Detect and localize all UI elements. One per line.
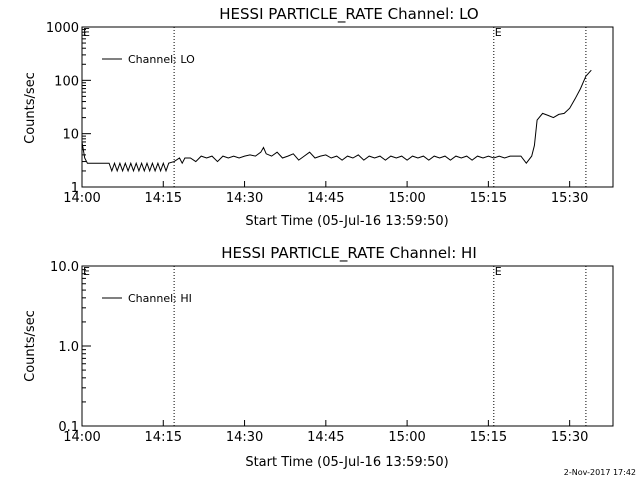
lo-marker-label: E: [495, 26, 502, 39]
hi-x-tick-label: 14:00: [63, 430, 100, 445]
hi-x-tick-label: 14:30: [226, 430, 263, 445]
lo-x-tick-label: 14:45: [307, 191, 344, 206]
hi-chart-marks: 14:00 14:15 14:30 14:45 15:00 15:15 15:30 0.1 1.…: [50, 260, 588, 445]
lo-series-line: [81, 69, 592, 173]
hi-x-tick-label: 14:15: [145, 430, 182, 445]
lo-chart-marks: 14:00 14:15 14:30 14:45 15:00 15:15 15:30 1 10 10…: [46, 21, 592, 206]
lo-x-tick-label: 14:15: [145, 191, 182, 206]
hi-y-tick-label: 1.0: [58, 340, 79, 355]
lo-legend-label: Channel: LO: [128, 53, 195, 66]
lo-chart-title: HESSI PARTICLE_RATE Channel: LO: [219, 5, 478, 24]
lo-x-tick-label: 14:30: [226, 191, 263, 206]
lo-y-tick-label: 1000: [46, 21, 79, 36]
hi-x-axis-label: Start Time (05-Jul-16 13:59:50): [245, 455, 448, 470]
hi-x-tick-label: 14:45: [307, 430, 344, 445]
hi-x-tick-label: 15:00: [388, 430, 425, 445]
lo-x-tick-label: 15:15: [470, 191, 507, 206]
lo-y-tick-label: 10: [62, 128, 79, 143]
lo-x-axis-label: Start Time (05-Jul-16 13:59:50): [245, 214, 448, 229]
lo-y-tick-label: 1: [71, 181, 79, 196]
lo-x-tick-label: 15:00: [388, 191, 425, 206]
hi-x-tick-label: 15:15: [470, 430, 507, 445]
hi-chart-title: HESSI PARTICLE_RATE Channel: HI: [221, 244, 477, 263]
lo-x-tick-label: 15:30: [551, 191, 588, 206]
footer-timestamp: 2-Nov-2017 17:42: [564, 468, 636, 477]
lo-plot-frame: [81, 26, 614, 188]
lo-y-axis-label: Counts/sec: [23, 72, 38, 144]
hi-panel: HESSI PARTICLE_RATE Channel: HI Counts/s…: [23, 244, 614, 470]
hi-y-tick-label: 10.0: [50, 260, 79, 275]
hi-x-tick-label: 15:30: [551, 430, 588, 445]
hi-legend-label: Channel: HI: [128, 292, 192, 305]
lo-y-tick-label: 100: [54, 74, 79, 89]
lo-x-tick-label: 14:00: [63, 191, 100, 206]
hi-y-axis-label: Counts/sec: [23, 310, 38, 382]
hi-marker-label: E: [495, 265, 502, 278]
hi-plot-frame: [81, 265, 614, 427]
hi-marker-label-start: E: [83, 265, 90, 278]
hi-y-tick-label: 0.1: [58, 420, 79, 435]
lo-panel: HESSI PARTICLE_RATE Channel: LO Counts/s…: [23, 5, 614, 229]
lo-marker-label-start: E: [83, 26, 90, 39]
